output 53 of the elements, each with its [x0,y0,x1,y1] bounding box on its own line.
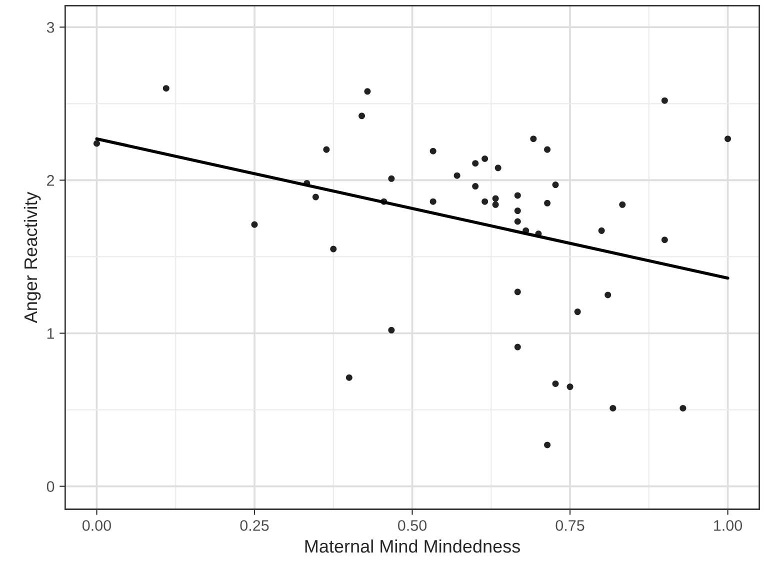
point [619,201,626,208]
point [514,208,521,214]
point [251,221,258,228]
point [312,194,319,200]
point [610,404,616,412]
point [454,172,460,179]
point [330,246,337,252]
x-tick-label: 0.00 [82,520,112,531]
point [604,292,612,298]
point [162,85,170,92]
point [552,182,559,188]
point [492,201,499,208]
y-tick-label: 1 [47,328,54,339]
point [514,192,521,199]
point [514,218,521,225]
point [93,140,100,147]
point [388,326,395,334]
point [430,198,436,205]
point [680,404,686,412]
point [494,164,502,172]
x-tick-label: 0.25 [240,520,269,531]
point [472,183,479,190]
y-tick-label: 0 [46,481,54,492]
point [544,146,551,153]
point [358,112,366,120]
point [388,175,395,182]
x-axis-title: Maternal Mind Mindedness [305,539,520,553]
point [566,384,574,390]
point [661,236,668,244]
point [430,148,436,154]
point [492,195,499,202]
point [472,160,479,167]
point [552,380,559,388]
point [514,344,521,350]
point [482,155,488,162]
point [661,97,668,104]
point [724,136,732,142]
point [544,442,551,448]
point [530,136,537,142]
y-axis-title: Anger Reactivity [24,192,41,324]
point [346,374,352,381]
point [544,200,551,206]
point [364,88,371,95]
y-tick-label: 2 [47,175,54,186]
x-tick-label: 0.50 [398,520,427,531]
point [323,146,330,153]
x-tick-label: 0.75 [556,520,584,531]
point [482,198,488,205]
point [598,227,605,234]
x-tick-label: 1.00 [714,520,742,531]
point [514,288,521,296]
y-tick-label: 3 [46,22,54,33]
point [574,308,581,316]
